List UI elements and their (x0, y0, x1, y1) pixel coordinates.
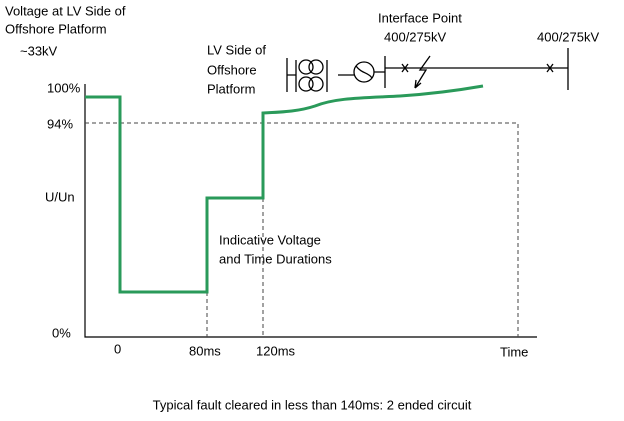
note: and Time Durations (219, 251, 332, 266)
y-label: 100% (47, 80, 81, 95)
network-symbol (286, 48, 569, 92)
title-line: Voltage at LV Side of (5, 3, 126, 18)
note: Indicative Voltage (219, 232, 321, 247)
y-label: U/Un (45, 189, 75, 204)
interface-label: Interface Point (378, 10, 462, 25)
interface-label: 400/275kV (384, 29, 446, 44)
grid-label: 400/275kV (537, 29, 599, 44)
title-line: ~33kV (20, 43, 58, 58)
axes (84, 84, 537, 338)
x-label: 0 (114, 341, 121, 356)
lv-label: Platform (207, 81, 255, 96)
voltage-profile (85, 84, 484, 294)
caption: Typical fault cleared in less than 140ms… (153, 397, 472, 412)
x-label: 80ms (189, 343, 221, 358)
time-marker (206, 198, 264, 337)
title-line: Offshore Platform (5, 21, 107, 36)
lv-label: LV Side of (207, 42, 266, 57)
threshold-line (85, 122, 519, 337)
x-label: Time (500, 344, 528, 359)
x-label: 120ms (256, 343, 296, 358)
lv-label: Offshore (207, 62, 257, 77)
y-label: 0% (52, 325, 71, 340)
y-label: 94% (47, 116, 73, 131)
